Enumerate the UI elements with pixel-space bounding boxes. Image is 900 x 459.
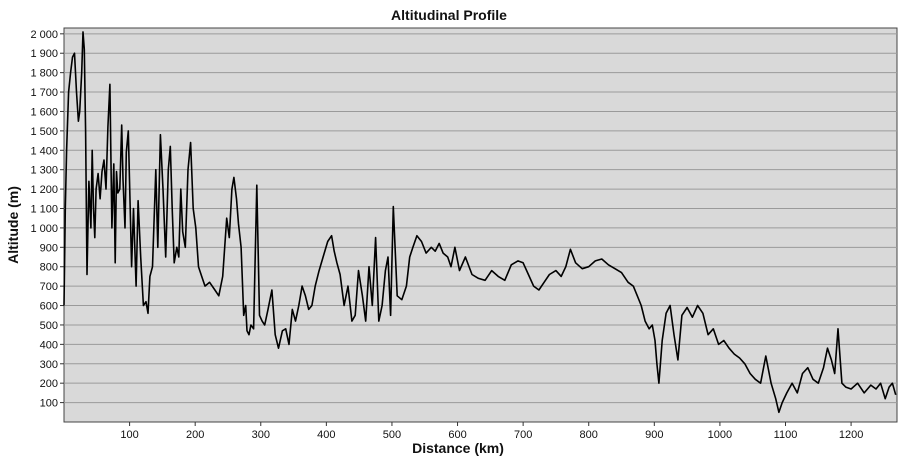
y-tick-label: 1 100 [30,204,58,216]
grid-lines [64,33,897,404]
y-tick-label: 900 [40,242,58,254]
y-tick-label: 1 400 [30,145,58,157]
y-tick-label: 2 000 [30,29,58,41]
y-axis-title: Altitude (m) [5,186,21,264]
x-axis-ticks: 100 200 300 400 500 600 700 800 900 1000 1100 1200 [120,422,863,441]
y-tick-label: 1 800 [30,68,58,80]
x-tick-label: 500 [383,429,401,441]
x-tick-label: 300 [252,429,270,441]
y-tick-label: 700 [40,281,58,293]
x-tick-label: 200 [186,429,204,441]
y-tick-label: 1 700 [30,87,58,99]
x-axis-title: Distance (km) [412,440,504,456]
altitude-profile-line [63,31,897,414]
y-tick-label: 1 300 [30,165,58,177]
y-tick-label: 1 500 [30,126,58,138]
y-tick-label: 800 [40,262,58,274]
y-tick-label: 200 [40,378,58,390]
y-tick-label: 1 600 [30,106,58,118]
y-tick-label: 1 200 [30,184,58,196]
y-tick-label: 100 [40,398,58,410]
y-tick-label: 300 [40,359,58,371]
x-tick-label: 1100 [774,429,798,441]
x-tick-label: 100 [120,429,138,441]
y-axis-ticks: 100 200 300 400 500 600 700 800 900 1 000 1 100 1 2… [30,29,64,410]
x-tick-label: 400 [317,429,335,441]
y-tick-label: 1 000 [30,223,58,235]
y-tick-label: 400 [40,339,58,351]
x-tick-label: 900 [645,429,663,441]
y-tick-label: 600 [40,301,58,313]
x-tick-label: 1000 [708,429,732,441]
plot-area [63,27,898,423]
x-tick-label: 700 [514,429,532,441]
x-tick-label: 1200 [839,429,863,441]
x-tick-label: 800 [580,429,598,441]
x-tick-label: 600 [448,429,466,441]
chart-title: Altitudinal Profile [391,7,507,23]
y-tick-label: 500 [40,320,58,332]
y-tick-label: 1 900 [30,48,58,60]
